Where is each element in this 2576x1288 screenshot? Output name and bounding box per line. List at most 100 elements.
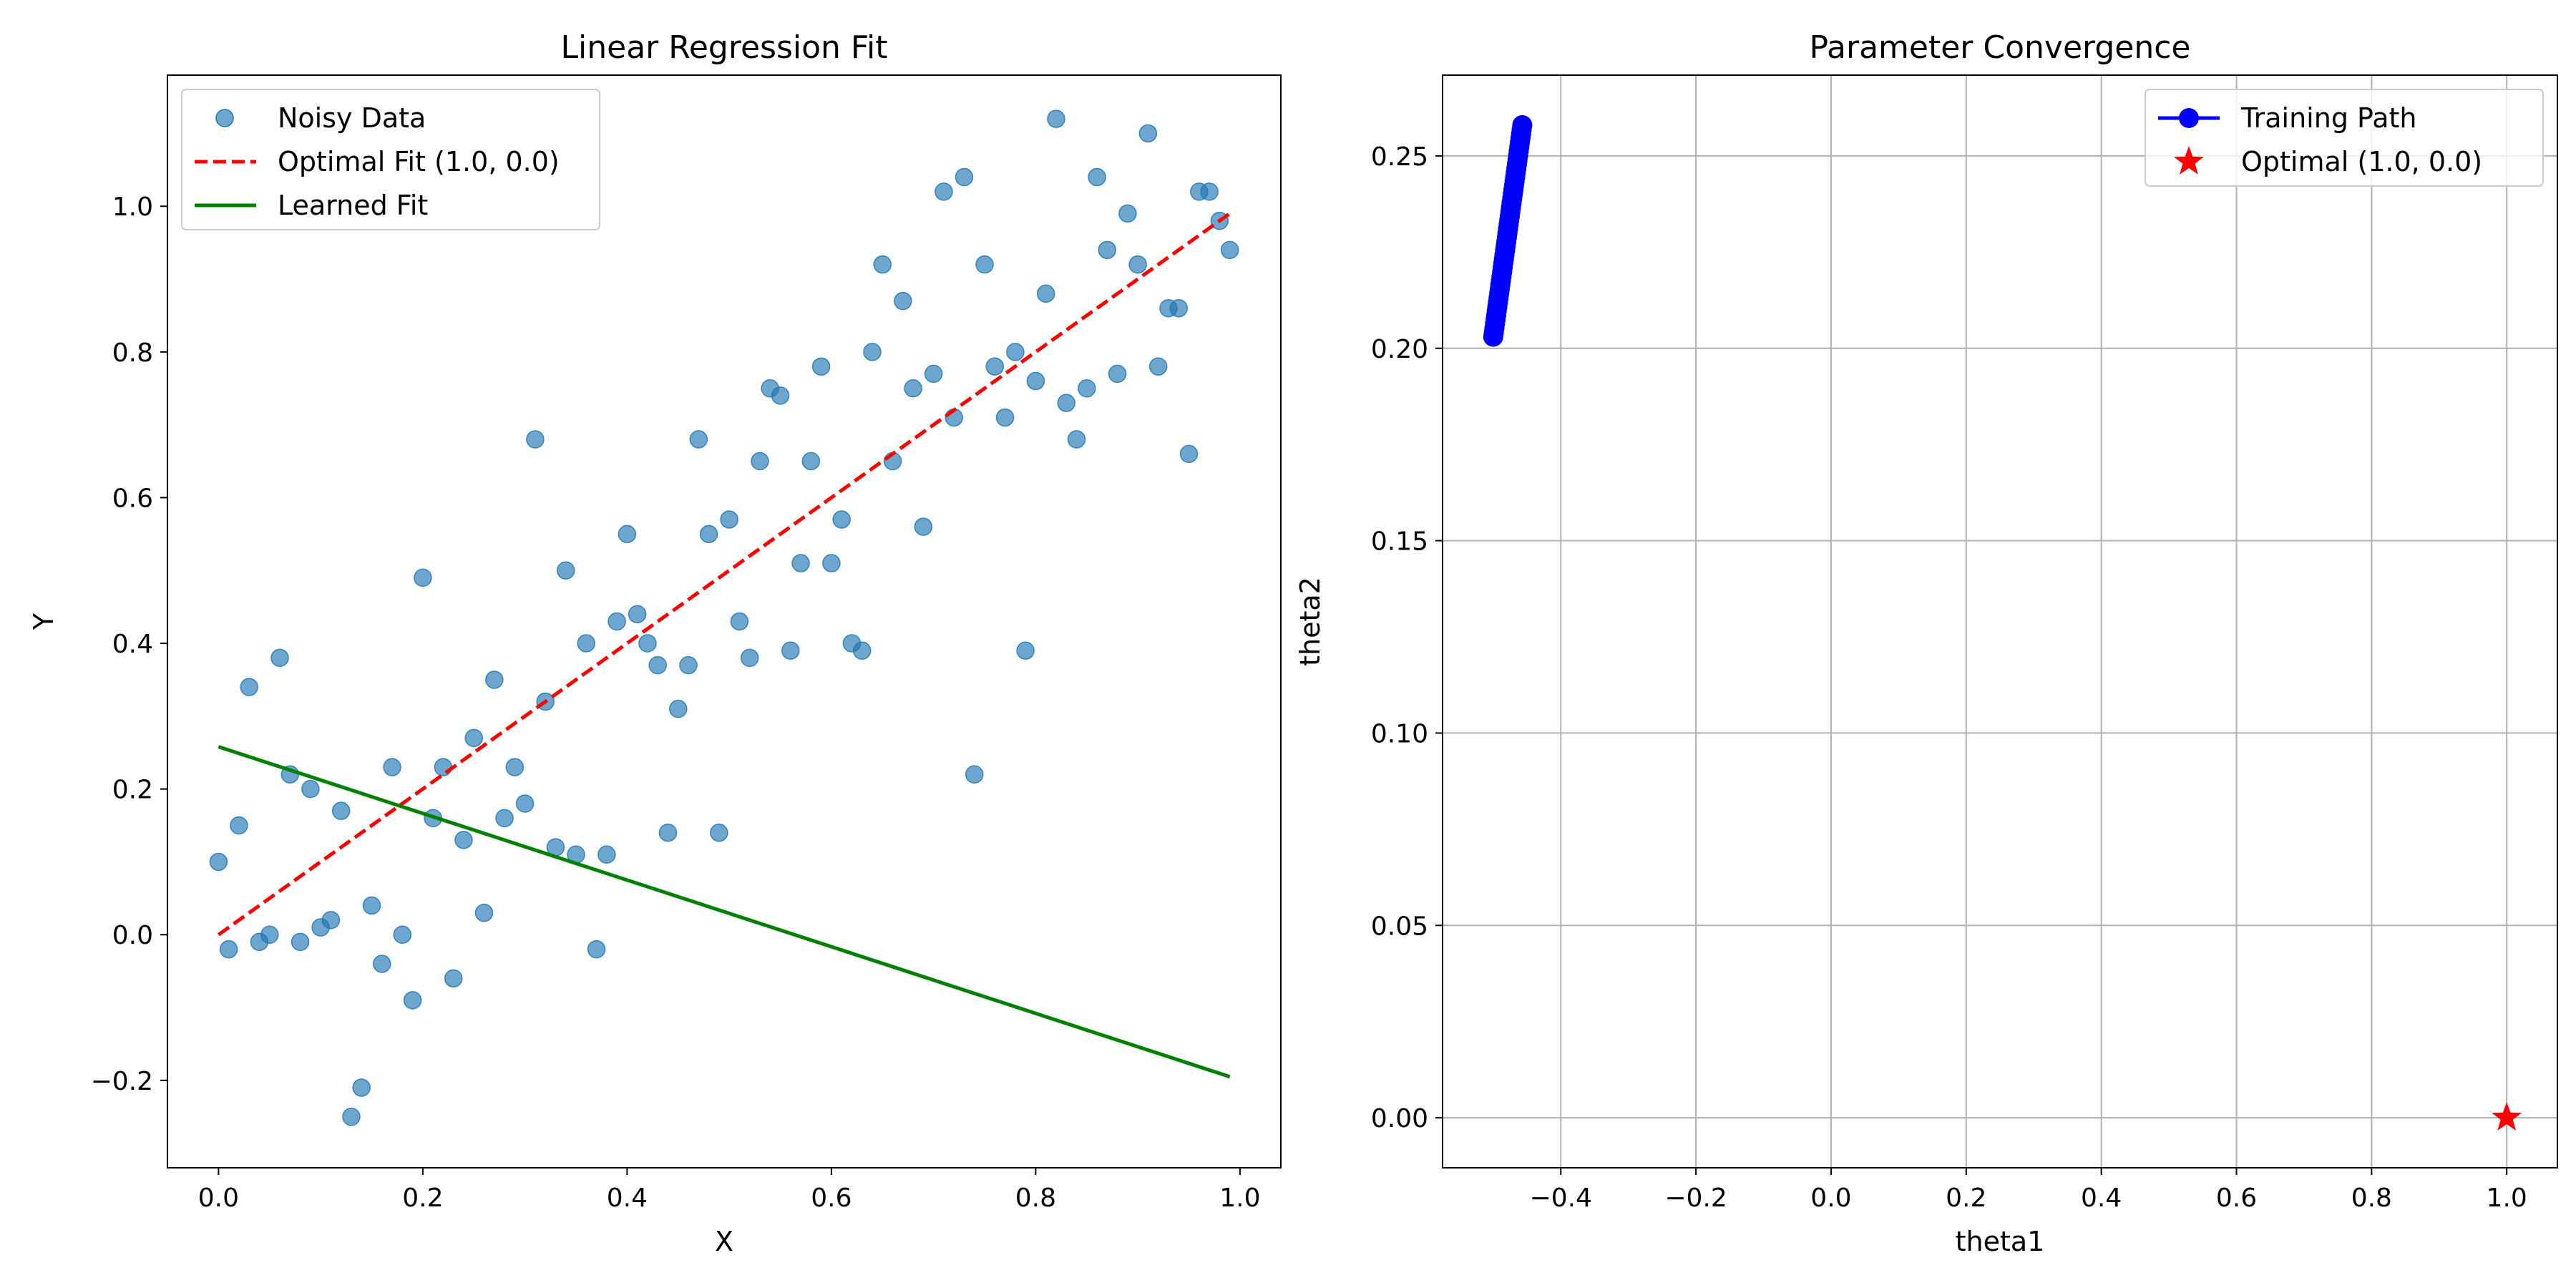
scatter-point [1179,444,1199,464]
scatter-point [260,925,279,944]
x-tick-label: 0.2 [1946,1184,1986,1213]
scatter-point [1220,240,1239,260]
scatter-point [894,291,912,311]
scatter-point [485,670,504,689]
y-tick-label: 0.15 [1371,527,1428,557]
scatter-point [608,612,626,631]
scatter-point [832,510,851,529]
scatter-point [1047,109,1065,128]
y-tick-label: 0.10 [1371,719,1428,748]
scatter-point [1128,255,1147,274]
scatter-point [454,831,473,849]
scatter-point [556,561,575,580]
convergence-legend-box [2145,89,2544,187]
scatter-point [495,809,514,828]
scatter-point [352,1078,371,1097]
scatter-point [240,678,258,696]
optimal-fit-line [217,212,1231,937]
scatter-point [791,554,810,572]
scatter-point [628,605,647,624]
scatter-point [1169,299,1188,318]
scatter-point [331,801,351,820]
scatter-point [1078,379,1096,398]
x-tick-label: 0.0 [198,1184,239,1213]
x-tick-label: 0.8 [2351,1184,2392,1213]
x-tick-label: 0.4 [607,1184,648,1213]
scatter-point [1148,357,1168,376]
scatter-point [1108,364,1127,384]
y-tick-label: 0.05 [1371,912,1428,941]
scatter-point [1067,430,1086,449]
scatter-point [710,823,728,842]
optimal-star-marker [2492,1102,2522,1131]
x-tick-label: 0.6 [811,1184,852,1213]
convergence-chart-title: Parameter Convergence [1809,29,2190,66]
scatter-point [219,940,238,959]
scatter-point [1138,124,1158,143]
regression-ticks: 0.0 0.2 0.4 0.6 0.8 1.0 −0.2 0.0 0.2 0.4 0.6 0.8 1.0 [91,192,1261,1213]
scatter-point [1088,167,1106,187]
y-tick-label: 0.25 [1371,142,1428,172]
scatter-point [873,255,892,274]
x-tick-label: −0.2 [1664,1184,1727,1213]
scatter-point [321,911,341,930]
scatter-point [209,852,228,872]
scatter-point [689,430,708,449]
regression-legend: Noisy Data Optimal Fit (1.0, 0.0) Learne… [181,89,600,230]
y-tick-label: 0.8 [112,338,153,368]
legend-optimal-star-icon [2174,146,2204,175]
scatter-point [403,991,422,1010]
regression-plot-area [209,109,1239,1126]
y-tick-label: 0.20 [1371,335,1428,364]
convergence-axes-frame [1442,74,2558,1169]
y-tick-label: −0.2 [91,1067,153,1096]
scatter-point [811,357,831,376]
scatter-point [444,969,463,988]
scatter-point [638,634,657,653]
scatter-point [1098,240,1117,260]
convergence-ticks: −0.4 −0.2 0.0 0.2 0.4 0.6 0.8 1.0 0.00 0.05 0.10 0.… [1371,142,2527,1213]
scatter-point [914,517,933,536]
scatter-point [577,634,596,653]
convergence-y-axis-label: theta2 [1294,577,1326,666]
scatter-point [1036,284,1055,303]
regression-chart: 0.0 0.2 0.4 0.6 0.8 1.0 −0.2 0.0 0.2 0.4 0.6 0.8 1.0… [28,29,1282,1257]
y-tick-label: 0.6 [112,484,153,513]
scatter-point [342,1107,361,1126]
scatter-point [1057,394,1075,412]
legend-optimal-fit-label: Optimal Fit (1.0, 0.0) [278,146,560,177]
scatter-point [648,655,667,675]
regression-y-axis-label: Y [28,613,59,630]
x-tick-label: −0.4 [1530,1184,1592,1213]
scatter-point [751,452,769,471]
scatter-point [464,728,484,748]
scatter-point [669,699,688,718]
scatter-point [383,758,401,776]
scatter-point [587,940,606,959]
convergence-x-axis-label: theta1 [1956,1226,2045,1257]
scatter-point [618,525,637,544]
scatter-point [740,648,759,668]
scatter-point [965,765,984,784]
legend-optimal-label: Optimal (1.0, 0.0) [2241,146,2482,177]
scatter-point [414,568,432,587]
scatter-point [985,357,1005,376]
scatter-point [995,408,1015,427]
scatter-point [474,903,494,922]
scatter-point [781,641,800,660]
legend-training-path-label: Training Path [2240,102,2417,134]
scatter-point [434,758,453,776]
scatter-point [935,182,953,201]
scatter-point [362,896,381,915]
y-tick-label: 0.4 [112,630,153,659]
scatter-point [515,794,535,813]
scatter-point [852,641,872,660]
scatter-point [975,255,994,274]
scatter-point [373,955,391,973]
legend-learned-fit-label: Learned Fit [278,190,428,221]
legend-noisy-data-label: Noisy Data [278,102,426,134]
convergence-grid [1443,75,2557,1168]
training-path-point [1512,114,1533,135]
regression-x-axis-label: X [715,1226,733,1257]
scatter-point [1200,182,1219,201]
